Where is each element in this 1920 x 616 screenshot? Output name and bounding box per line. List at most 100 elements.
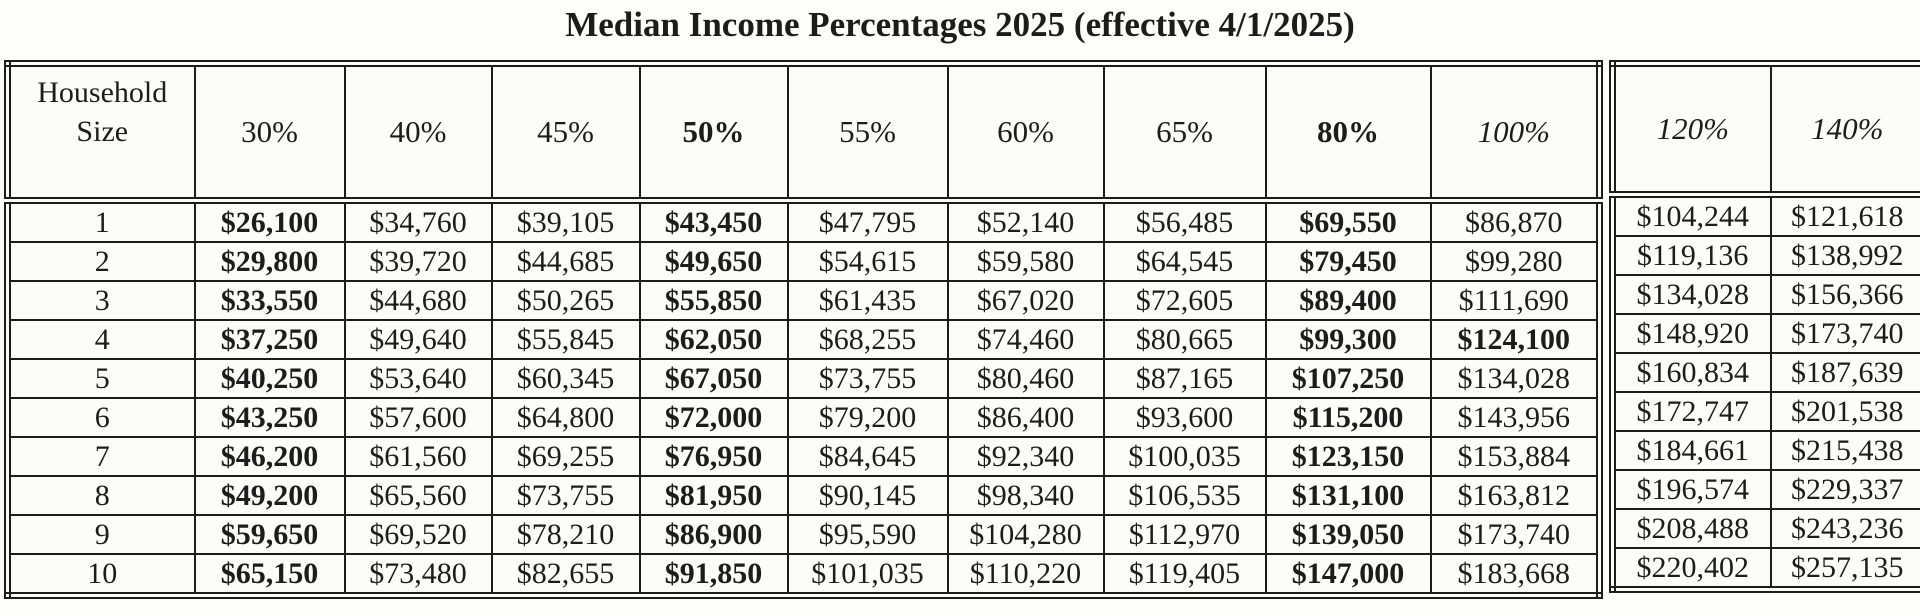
col-header-30pct: 30%	[193, 62, 346, 204]
income-value-cell: $106,535	[1102, 475, 1267, 516]
col-header-60pct: 60%	[946, 62, 1105, 204]
income-value-cell: $92,340	[946, 436, 1105, 477]
col-header-80pct: 80%	[1264, 62, 1432, 204]
income-value-cell: $84,645	[786, 436, 949, 477]
income-value-cell: $37,250	[193, 319, 346, 360]
income-value-cell: $43,250	[193, 397, 346, 438]
income-value-cell: $86,900	[638, 514, 789, 555]
income-table-group: Household Size 30% 40% 45% 50% 55% 60% 6…	[4, 60, 1920, 599]
income-value-cell: $65,150	[193, 553, 346, 597]
income-value-cell: $153,884	[1429, 436, 1601, 477]
income-value-cell: $148,920	[1611, 313, 1772, 354]
income-value-cell: $59,650	[193, 514, 346, 555]
income-value-cell: $143,956	[1429, 397, 1601, 438]
income-value-cell: $86,870	[1429, 199, 1601, 243]
col-header-120pct: 120%	[1611, 62, 1772, 198]
income-value-cell: $80,665	[1102, 319, 1267, 360]
income-value-cell: $196,574	[1611, 469, 1772, 510]
household-size-header: Household Size	[6, 62, 196, 204]
header-row: Household Size 30% 40% 45% 50% 55% 60% 6…	[6, 62, 1601, 204]
income-value-cell: $60,345	[490, 358, 641, 399]
income-value-cell: $147,000	[1264, 553, 1432, 597]
income-value-cell: $56,485	[1102, 199, 1267, 243]
income-value-cell: $86,400	[946, 397, 1105, 438]
table-row: 8 $49,200 $65,560 $73,755 $81,950 $90,145 $98,…	[6, 475, 1601, 516]
income-value-cell: $69,520	[343, 514, 493, 555]
income-value-cell: $67,020	[946, 280, 1105, 321]
income-value-cell: $163,812	[1429, 475, 1601, 516]
income-value-cell: $107,250	[1264, 358, 1432, 399]
household-size-cell: 4	[6, 319, 196, 360]
income-value-cell: $78,210	[490, 514, 641, 555]
income-value-cell: $104,280	[946, 514, 1105, 555]
median-income-main-table: Household Size 30% 40% 45% 50% 55% 60% 6…	[4, 60, 1603, 599]
income-value-cell: $72,605	[1102, 280, 1267, 321]
income-value-cell: $68,255	[786, 319, 949, 360]
income-value-cell: $89,400	[1264, 280, 1432, 321]
income-value-cell: $121,618	[1769, 193, 1920, 237]
main-table-body: 1 $26,100 $34,760 $39,105 $43,450 $47,795 $52,…	[6, 199, 1601, 597]
income-value-cell: $54,615	[786, 241, 949, 282]
income-value-cell: $69,550	[1264, 199, 1432, 243]
income-value-cell: $138,992	[1769, 235, 1920, 276]
income-value-cell: $98,340	[946, 475, 1105, 516]
side-table-row: $160,834 $187,639	[1611, 352, 1920, 393]
side-table-row: $104,244 $121,618	[1611, 193, 1920, 237]
income-value-cell: $72,000	[638, 397, 789, 438]
income-value-cell: $44,685	[490, 241, 641, 282]
income-value-cell: $74,460	[946, 319, 1105, 360]
household-size-cell: 8	[6, 475, 196, 516]
household-size-cell: 2	[6, 241, 196, 282]
income-value-cell: $64,545	[1102, 241, 1267, 282]
income-value-cell: $29,800	[193, 241, 346, 282]
income-value-cell: $229,337	[1769, 469, 1920, 510]
col-header-140pct: 140%	[1769, 62, 1920, 198]
col-header-55pct: 55%	[786, 62, 949, 204]
income-value-cell: $156,366	[1769, 274, 1920, 315]
household-size-header-line1: Household	[37, 76, 168, 109]
household-size-cell: 9	[6, 514, 196, 555]
side-table-row: $172,747 $201,538	[1611, 391, 1920, 432]
household-size-cell: 7	[6, 436, 196, 477]
income-value-cell: $55,845	[490, 319, 641, 360]
income-value-cell: $73,480	[343, 553, 493, 597]
income-value-cell: $52,140	[946, 199, 1105, 243]
income-value-cell: $44,680	[343, 280, 493, 321]
income-value-cell: $160,834	[1611, 352, 1772, 393]
income-value-cell: $99,280	[1429, 241, 1601, 282]
side-table-row: $134,028 $156,366	[1611, 274, 1920, 315]
income-value-cell: $173,740	[1769, 313, 1920, 354]
income-value-cell: $119,405	[1102, 553, 1267, 597]
side-table-row: $119,136 $138,992	[1611, 235, 1920, 276]
side-table-row: $196,574 $229,337	[1611, 469, 1920, 510]
table-row: 9 $59,650 $69,520 $78,210 $86,900 $95,590 $104…	[6, 514, 1601, 555]
income-value-cell: $49,640	[343, 319, 493, 360]
household-size-cell: 3	[6, 280, 196, 321]
income-value-cell: $87,165	[1102, 358, 1267, 399]
household-size-cell: 6	[6, 397, 196, 438]
income-value-cell: $57,600	[343, 397, 493, 438]
income-value-cell: $139,050	[1264, 514, 1432, 555]
income-value-cell: $65,560	[343, 475, 493, 516]
income-value-cell: $123,150	[1264, 436, 1432, 477]
income-value-cell: $201,538	[1769, 391, 1920, 432]
income-value-cell: $73,755	[490, 475, 641, 516]
income-value-cell: $215,438	[1769, 430, 1920, 471]
income-value-cell: $134,028	[1611, 274, 1772, 315]
income-value-cell: $81,950	[638, 475, 789, 516]
income-value-cell: $115,200	[1264, 397, 1432, 438]
income-value-cell: $61,560	[343, 436, 493, 477]
table-row: 4 $37,250 $49,640 $55,845 $62,050 $68,255 $74,…	[6, 319, 1601, 360]
income-value-cell: $50,265	[490, 280, 641, 321]
col-header-100pct: 100%	[1429, 62, 1601, 204]
income-value-cell: $73,755	[786, 358, 949, 399]
income-value-cell: $112,970	[1102, 514, 1267, 555]
side-table-row: $184,661 $215,438	[1611, 430, 1920, 471]
income-value-cell: $93,600	[1102, 397, 1267, 438]
table-row: 10 $65,150 $73,480 $82,655 $91,850 $101,035 $1…	[6, 553, 1601, 597]
side-table-row: $148,920 $173,740	[1611, 313, 1920, 354]
table-row: 6 $43,250 $57,600 $64,800 $72,000 $79,200 $86,…	[6, 397, 1601, 438]
household-size-cell: 5	[6, 358, 196, 399]
table-row: 7 $46,200 $61,560 $69,255 $76,950 $84,645 $92,…	[6, 436, 1601, 477]
table-row: 5 $40,250 $53,640 $60,345 $67,050 $73,755 $80,…	[6, 358, 1601, 399]
